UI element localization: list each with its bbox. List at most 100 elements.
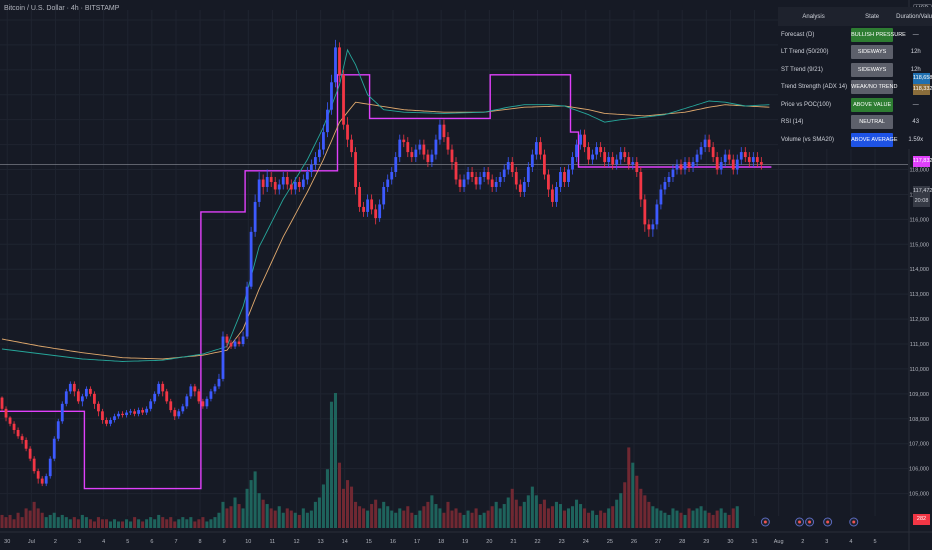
candle-body	[101, 411, 104, 421]
volume-bar	[313, 501, 317, 528]
candle-body	[84, 388, 88, 397]
event-marker-dot	[763, 520, 767, 524]
volume-bar	[526, 495, 530, 528]
volume-bar	[141, 521, 145, 528]
candle-body	[330, 82, 333, 110]
candle-body	[28, 448, 32, 459]
event-markers[interactable]	[760, 517, 859, 527]
candle-body	[362, 206, 366, 212]
candle-body	[510, 162, 514, 173]
candle-body	[623, 152, 627, 158]
candle-body	[502, 169, 506, 178]
candle-body	[277, 184, 281, 190]
y-tick-label: 114,000	[910, 267, 929, 273]
symbol-title[interactable]: Bitcoin / U.S. Dollar · 4h · BITSTAMP	[4, 5, 120, 12]
event-marker-dot	[798, 520, 802, 524]
volume-bar	[506, 497, 510, 528]
candle-body	[209, 391, 213, 399]
candle-body	[731, 159, 735, 170]
candle-body	[579, 134, 582, 145]
analysis-table: Analysis State Duration/Value Forecast (…	[778, 7, 932, 149]
candle-body	[583, 134, 586, 148]
x-tick-label: 16	[390, 539, 396, 545]
volume-bar	[305, 512, 309, 528]
volume-bar	[542, 499, 546, 528]
volume-bar	[80, 514, 84, 528]
volume-bar	[430, 495, 434, 528]
time-axis[interactable]: 30 Jul 2 3 4 5 6 7 8 9 10 11 12 13 14 15 16 17 18 19 20 21 22 2…	[4, 539, 876, 545]
volume-bar	[631, 462, 635, 528]
volume-bar	[88, 519, 92, 528]
volume-bar	[514, 499, 518, 528]
candle-body	[462, 179, 466, 187]
candle-body	[506, 162, 510, 170]
volume-bar	[671, 508, 675, 528]
last-price-label: 117,472	[913, 186, 932, 197]
y-tick-label: 108,000	[909, 417, 929, 423]
volume-bar	[587, 512, 591, 528]
state-pill: ABOVE VALUE	[851, 97, 894, 112]
candle-body	[659, 189, 663, 205]
volume-bar	[667, 514, 671, 528]
candle-body	[490, 179, 494, 187]
volume-bar	[402, 510, 406, 528]
x-tick-label: 30	[4, 539, 10, 545]
volume-bar	[56, 517, 60, 528]
x-tick-label: 20	[486, 539, 492, 545]
candle-body	[221, 336, 225, 379]
candle-body	[370, 199, 374, 210]
table-row: LT Trend (50/200) SIDEWAYS 12h	[778, 44, 932, 62]
candle-body	[338, 47, 341, 75]
volume-bar	[562, 510, 567, 528]
volume-bar	[575, 499, 579, 528]
candle-body	[715, 157, 719, 170]
candle-body	[326, 109, 329, 133]
header-analysis: Analysis	[778, 7, 850, 26]
volume-bar	[470, 512, 474, 528]
volume-bar	[72, 517, 76, 528]
candle-body	[185, 396, 189, 407]
candle-body	[366, 199, 370, 212]
volume-bar	[546, 508, 550, 528]
x-tick-label: 29	[703, 539, 709, 545]
volume-bar	[261, 499, 265, 528]
candle-body	[599, 147, 603, 153]
volume-bar	[245, 488, 249, 528]
volume-bar	[249, 480, 253, 528]
candle-body	[639, 172, 643, 200]
table-row: Volume (vs SMA20) ABOVE AVERAGE 1.59x	[778, 131, 932, 149]
candle-body	[97, 403, 100, 412]
volume-bar	[518, 506, 522, 528]
volume-bar	[205, 521, 209, 528]
candle-body	[105, 420, 108, 424]
y-tick-label: 111,000	[910, 342, 929, 348]
candle-body	[747, 157, 751, 163]
volume-bar	[209, 519, 213, 528]
candle-body	[494, 181, 498, 187]
volume-bar	[362, 508, 366, 528]
candle-body	[0, 397, 4, 409]
volume-bar	[337, 462, 342, 528]
volume-bar	[153, 519, 157, 528]
volume-bar	[462, 514, 466, 528]
candle-body	[8, 417, 12, 424]
volume-bar	[386, 506, 390, 528]
candle-body	[76, 391, 80, 402]
state-pill: ABOVE AVERAGE	[851, 132, 898, 147]
volume-bar	[538, 504, 542, 528]
ma-slow-price-label: 118,332	[913, 84, 932, 95]
candle-body	[4, 408, 8, 418]
volume-bar	[265, 504, 269, 528]
poc-step-line	[0, 74, 772, 490]
volume-bar	[711, 514, 715, 528]
volume-bar	[735, 506, 739, 528]
volume-bar	[603, 512, 607, 528]
candle-body	[318, 149, 321, 158]
table-row: Price vs POC(100) ABOVE VALUE —	[778, 96, 932, 114]
volume-bar	[619, 493, 623, 528]
candle-body	[486, 172, 490, 180]
volume-bar	[257, 493, 261, 528]
